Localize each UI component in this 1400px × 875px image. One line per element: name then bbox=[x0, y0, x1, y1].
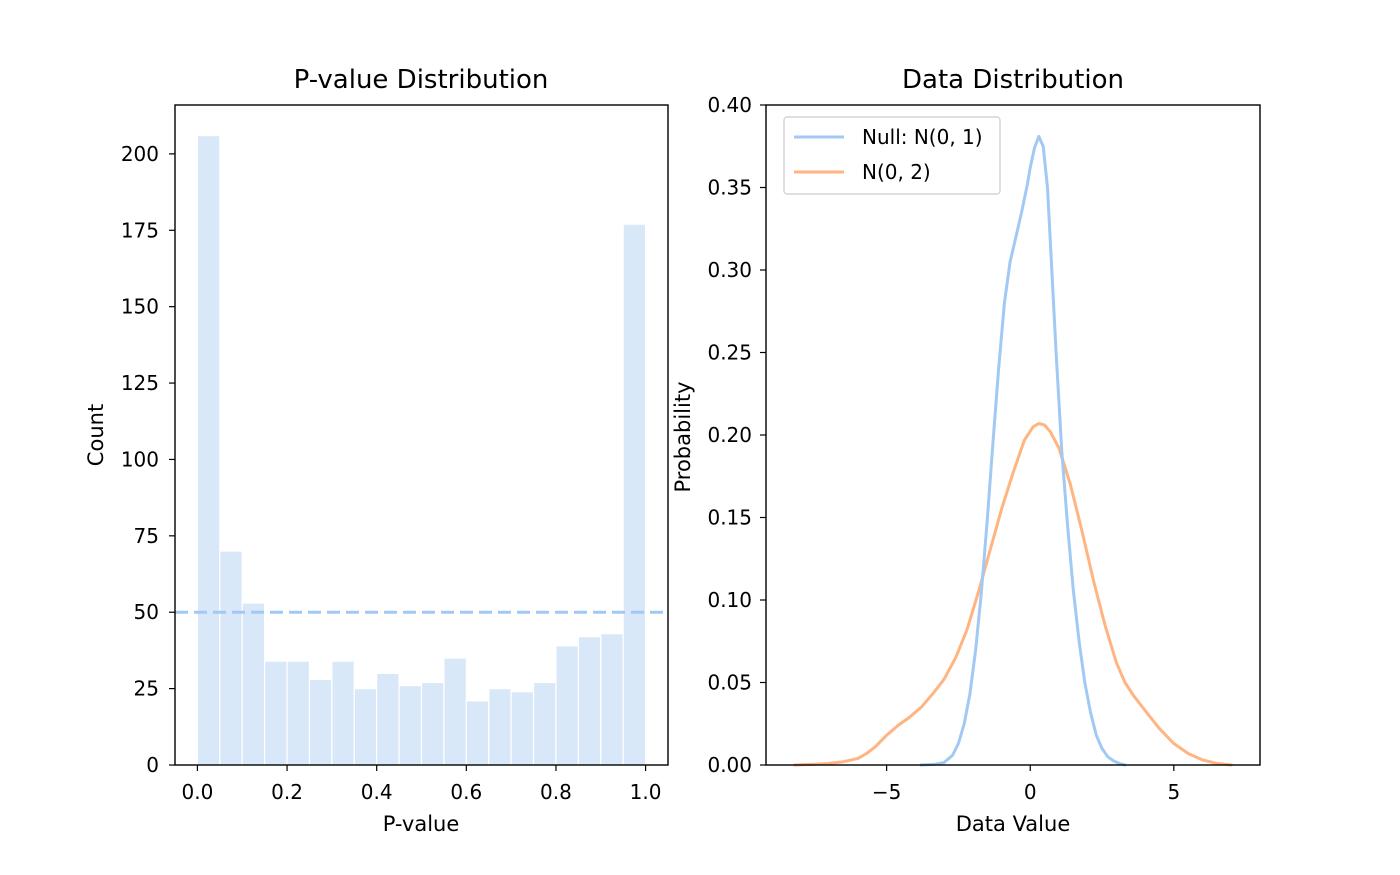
histogram-bar bbox=[241, 602, 266, 766]
histogram-bar bbox=[600, 633, 624, 766]
histogram-bar bbox=[308, 678, 333, 766]
y-tick-label: 0.20 bbox=[707, 423, 752, 447]
data-y-ticks: 0.00 0.05 0.10 0.15 0.20 0.25 0.30 0.35 0.40 bbox=[707, 93, 766, 777]
data-x-ticks: −5 0 5 bbox=[872, 765, 1180, 804]
y-tick-label: 0.00 bbox=[707, 753, 752, 777]
histogram-bar bbox=[532, 681, 557, 766]
data-chart-title: Data Distribution bbox=[902, 65, 1124, 95]
y-tick-label: 175 bbox=[121, 218, 159, 242]
x-tick-label: 0.8 bbox=[540, 780, 572, 804]
x-tick-label: −5 bbox=[872, 780, 901, 804]
histogram-bar bbox=[286, 660, 311, 766]
y-tick-label: 150 bbox=[121, 295, 159, 319]
pvalue-y-axis-label: Count bbox=[84, 404, 108, 466]
series-line-alt bbox=[793, 422, 1233, 767]
histogram-bar bbox=[555, 645, 579, 766]
y-tick-label: 125 bbox=[121, 371, 159, 395]
series-line-null bbox=[919, 134, 1127, 767]
y-tick-label: 0.10 bbox=[707, 588, 752, 612]
pvalue-plot-frame bbox=[174, 104, 669, 766]
histogram-bar bbox=[398, 684, 423, 766]
pvalue-histogram-panel: P-value Distribution 0.0 0.2 0.4 0.6 0.8 1.0 … bbox=[84, 65, 669, 836]
histogram-bar bbox=[376, 672, 400, 766]
data-x-axis-label: Data Value bbox=[956, 812, 1071, 836]
x-tick-label: 0.6 bbox=[450, 780, 482, 804]
y-tick-label: 200 bbox=[121, 142, 159, 166]
density-lines bbox=[793, 134, 1233, 767]
histogram-bar bbox=[219, 550, 243, 766]
histogram-bar bbox=[264, 660, 288, 766]
legend: Null: N(0, 1) N(0, 2) bbox=[783, 116, 1001, 195]
y-tick-label: 0.30 bbox=[707, 258, 752, 282]
pvalue-chart-title: P-value Distribution bbox=[294, 65, 549, 95]
data-y-axis-label: Probability bbox=[671, 381, 695, 492]
histogram-bar bbox=[196, 134, 221, 766]
pvalue-x-axis-label: P-value bbox=[383, 812, 460, 836]
histogram-bar bbox=[622, 223, 647, 766]
x-tick-label: 0.0 bbox=[182, 780, 214, 804]
y-tick-label: 0.25 bbox=[707, 341, 752, 365]
histogram-bar bbox=[420, 681, 445, 766]
y-tick-label: 0.05 bbox=[707, 671, 752, 695]
histogram-bar bbox=[488, 688, 512, 766]
legend-label-alt: N(0, 2) bbox=[862, 160, 931, 184]
histogram-bar bbox=[465, 700, 490, 766]
pvalue-y-ticks: 0 25 50 75 100 125 150 175 200 bbox=[121, 142, 175, 777]
x-tick-label: 0.2 bbox=[271, 780, 303, 804]
x-tick-label: 1.0 bbox=[630, 780, 662, 804]
y-tick-label: 0 bbox=[146, 753, 159, 777]
legend-label-null: Null: N(0, 1) bbox=[862, 125, 983, 149]
data-distribution-panel: Data Distribution −5 0 5 0.000.050.100.150… bbox=[671, 65, 1261, 836]
y-tick-label: 0.40 bbox=[707, 93, 752, 117]
y-tick-label: 0.35 bbox=[707, 176, 752, 200]
y-tick-label: 25 bbox=[134, 677, 159, 701]
data-plot-frame bbox=[765, 104, 1261, 766]
y-tick-label: 50 bbox=[134, 600, 159, 624]
pvalue-x-ticks: 0.0 0.2 0.4 0.6 0.8 1.0 bbox=[182, 765, 662, 804]
histogram-bar bbox=[353, 688, 378, 766]
x-tick-label: 0.4 bbox=[361, 780, 393, 804]
histogram-bar bbox=[510, 691, 535, 766]
x-tick-label: 0 bbox=[1024, 780, 1037, 804]
y-tick-label: 75 bbox=[134, 524, 159, 548]
y-tick-label: 0.15 bbox=[707, 506, 752, 530]
histogram-bar bbox=[443, 657, 467, 766]
x-tick-label: 5 bbox=[1167, 780, 1180, 804]
histogram-bars bbox=[196, 134, 647, 766]
y-tick-label: 100 bbox=[121, 447, 159, 471]
histogram-bar bbox=[577, 636, 602, 766]
histogram-bar bbox=[331, 660, 355, 766]
